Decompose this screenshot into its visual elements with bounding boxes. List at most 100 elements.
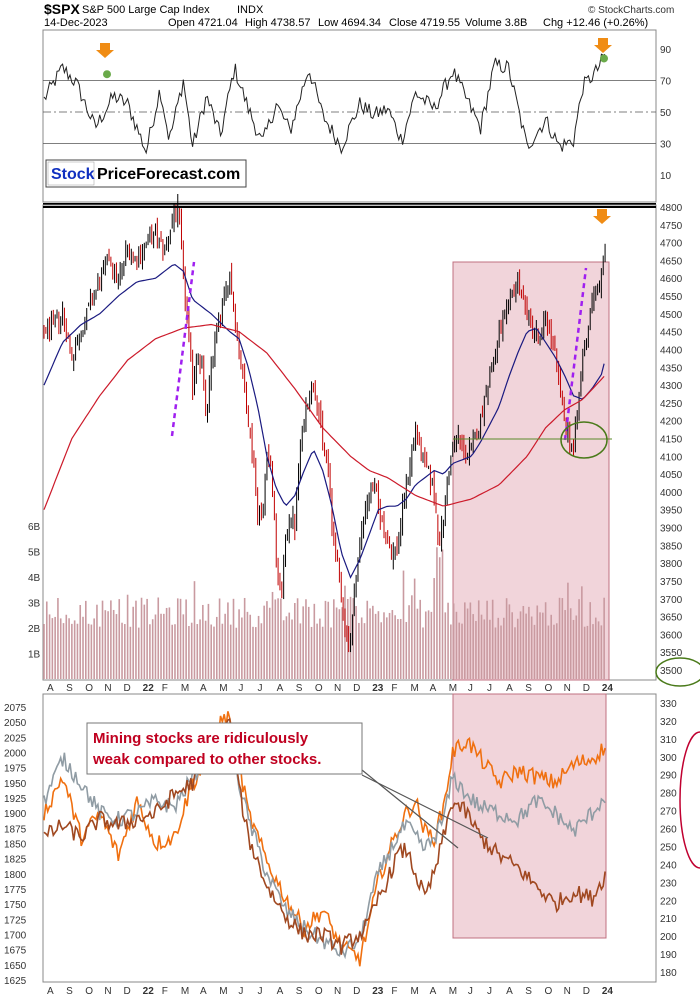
dashed-trendline: [170, 261, 196, 437]
mining-left-tick-label: 1900: [4, 809, 27, 820]
price-tick-label: 4000: [660, 488, 683, 499]
date-label: 14-Dec-2023: [44, 17, 108, 29]
annotation-line1: Mining stocks are ridiculously: [93, 730, 309, 747]
x-tick-label: O: [85, 986, 93, 997]
x-tick-label: A: [200, 683, 207, 694]
x-tick-label: N: [564, 986, 571, 997]
x-tick-label: 24: [602, 986, 614, 997]
x-tick-label: N: [104, 986, 111, 997]
x-tick-label: J: [468, 986, 473, 997]
price-tick-label: 4550: [660, 292, 683, 303]
x-tick-label: M: [449, 986, 457, 997]
x-tick-label: A: [506, 683, 513, 694]
x-tick-label: J: [257, 986, 262, 997]
x-tick-label: A: [200, 986, 207, 997]
x-tick-label: M: [411, 683, 419, 694]
x-tick-label: M: [449, 683, 457, 694]
price-tick-label: 4350: [660, 363, 683, 374]
source-credit: © StockCharts.com: [588, 5, 674, 16]
annotation: Mining stocks are ridiculously weak comp…: [86, 722, 489, 849]
rsi-tick-label: 30: [660, 140, 672, 151]
annotation-pointer: [361, 774, 489, 839]
x-tick-label: S: [296, 986, 303, 997]
volume-layer: [43, 547, 605, 679]
mining-left-tick-label: 1750: [4, 900, 27, 911]
x-tick-label: S: [525, 986, 532, 997]
x-tick-label: O: [544, 683, 552, 694]
price-tick-label: 3850: [660, 541, 683, 552]
rsi-line: [43, 53, 606, 155]
price-tick-label: 4750: [660, 221, 683, 232]
price-tick-label: 3750: [660, 577, 683, 588]
price-tick-label: 4500: [660, 310, 683, 321]
x-tick-label: A: [430, 683, 437, 694]
x-tick-label: S: [66, 683, 73, 694]
mining-series-line: [43, 717, 606, 955]
price-tick-label: 4650: [660, 256, 683, 267]
volume-tick-label: 1B: [28, 650, 41, 661]
x-tick-label: O: [315, 986, 323, 997]
x-tick-label: N: [104, 683, 111, 694]
x-tick-label: D: [353, 683, 360, 694]
mining-right-tick-label: 330: [660, 699, 677, 710]
x-tick-label: M: [181, 683, 189, 694]
price-tick-label: 3600: [660, 630, 683, 641]
highlight-region-mining: [452, 693, 607, 939]
price-tick-label: 3550: [660, 648, 683, 659]
open-value: Open 4721.04: [168, 17, 238, 29]
mining-right-tick-label: 260: [660, 825, 677, 836]
exchange-label: INDX: [237, 4, 264, 16]
mining-right-tick-label: 220: [660, 896, 677, 907]
mining-panel: [42, 693, 657, 983]
price-tick-label: 3700: [660, 595, 683, 606]
mining-left-tick-label: 1675: [4, 946, 27, 957]
x-tick-label: 24: [602, 683, 614, 694]
price-tick-label: 4600: [660, 274, 683, 285]
price-tick-label: 3950: [660, 506, 683, 517]
mining-left-tick-label: 2075: [4, 703, 27, 714]
arrow-down-icon: [594, 38, 612, 53]
volume-value: Volume 3.8B: [465, 17, 527, 29]
axis-layer: 3500 3550 3600 3650 3700 3750 3800 3850 3900 3950…: [28, 203, 683, 997]
mining-left-tick-label: 2050: [4, 718, 27, 729]
price-tick-label: 4400: [660, 345, 683, 356]
volume-tick-label: 2B: [28, 624, 41, 635]
mining-right-tick-label: 180: [660, 968, 677, 979]
x-tick-label: 22: [143, 986, 155, 997]
rsi-tick-label: 10: [660, 171, 672, 182]
mining-right-tick-label: 320: [660, 717, 677, 728]
logo-part2: PriceForecast.com: [97, 166, 240, 183]
volume-tick-label: 6B: [28, 522, 41, 533]
mining-left-tick-label: 1725: [4, 915, 27, 926]
mining-right-tick-label: 280: [660, 789, 677, 800]
logo-stock-box: [47, 161, 95, 186]
ma200-line: [43, 323, 605, 510]
mining-left-tick-label: 1825: [4, 855, 27, 866]
mining-right-tick-label: 300: [660, 753, 677, 764]
high-value: High 4738.57: [245, 17, 310, 29]
rsi-panel: [42, 29, 657, 203]
price-tick-label: 4300: [660, 381, 683, 392]
x-tick-label: S: [296, 683, 303, 694]
rsi-peak-marker: [103, 70, 111, 79]
x-tick-label: F: [162, 683, 168, 694]
rsi-layer: 10 30 50 70 90: [43, 45, 672, 182]
mining-left-tick-label: 2025: [4, 733, 27, 744]
x-tick-label: 23: [372, 683, 384, 694]
x-tick-label: O: [315, 683, 323, 694]
mining-left-tick-label: 1700: [4, 931, 27, 942]
mining-left-tick-label: 1925: [4, 794, 27, 805]
mining-left-tick-label: 1975: [4, 764, 27, 775]
mining-left-tick-label: 1950: [4, 779, 27, 790]
chart-header: $SPX S&P 500 Large Cap Index INDX © Stoc…: [44, 1, 674, 29]
annotation-line2: weak compared to other stocks.: [92, 751, 321, 768]
mining-left-tick-label: 1775: [4, 885, 27, 896]
x-tick-label: S: [525, 683, 532, 694]
dashed-trendline: [563, 267, 588, 441]
logo: Stock PriceForecast.com: [45, 159, 247, 188]
x-tick-label: M: [219, 986, 227, 997]
mining-right-tick-label: 270: [660, 807, 677, 818]
rsi-peak-marker: [600, 54, 608, 63]
support-circle: [560, 421, 608, 459]
price-tick-label: 3650: [660, 613, 683, 624]
